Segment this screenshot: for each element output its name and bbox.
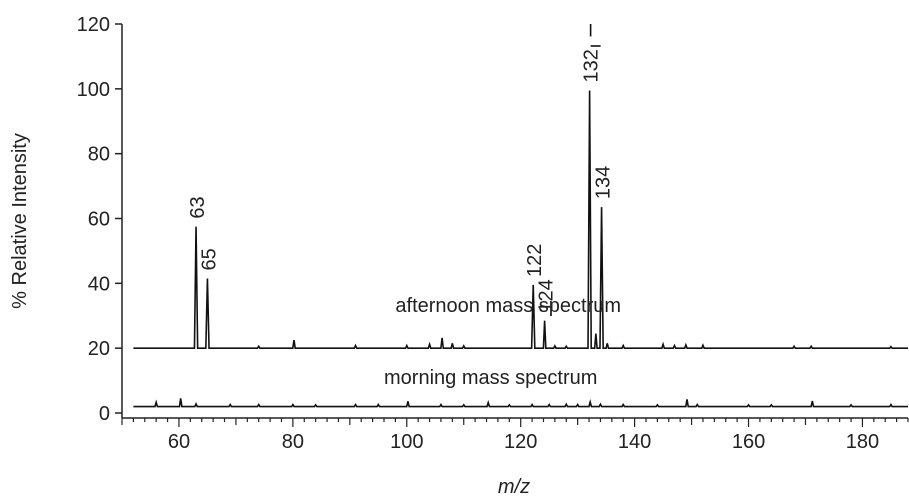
series-labels: afternoon mass spectrum morning mass spec… xyxy=(384,295,621,389)
plot-area xyxy=(133,90,908,408)
peak-label: 132 xyxy=(581,49,603,82)
x-tick-label: 180 xyxy=(846,431,879,453)
x-ticks: 60 80 100 120 140 160 180 xyxy=(121,418,909,453)
y-tick-label: 40 xyxy=(88,273,110,295)
peak-label: 124 xyxy=(536,279,558,312)
x-tick-label: 120 xyxy=(504,431,537,453)
spectrum-line xyxy=(133,90,908,349)
y-tick-label: 0 xyxy=(99,403,110,425)
peak-label: 122 xyxy=(524,244,546,277)
y-tick-label: 20 xyxy=(88,338,110,360)
peak-label: 65 xyxy=(198,248,220,270)
y-tick-label: 60 xyxy=(88,209,110,231)
y-ticks: 0 20 40 60 80 100 120 xyxy=(77,14,122,425)
y-axis-label: % Relative Intensity xyxy=(9,133,31,309)
x-tick-label: 160 xyxy=(732,431,765,453)
peak-label: 63 xyxy=(187,196,209,218)
axes: 0 20 40 60 80 100 120 60 80 100 120 140 160 180 xyxy=(77,14,909,453)
spectrum-line xyxy=(133,398,908,408)
y-tick-label: 100 xyxy=(77,79,110,101)
y-tick-label: 120 xyxy=(77,14,110,36)
x-tick-label: 100 xyxy=(390,431,423,453)
x-tick-label: 140 xyxy=(618,431,651,453)
y-tick-label: 80 xyxy=(88,144,110,166)
x-tick-label: 80 xyxy=(282,431,304,453)
x-axis-label: m/z xyxy=(498,476,530,498)
x-tick-label: 60 xyxy=(168,431,190,453)
peak-label: 134 xyxy=(593,166,615,199)
series-label: morning mass spectrum xyxy=(384,367,597,389)
series-label: afternoon mass spectrum xyxy=(395,295,621,317)
